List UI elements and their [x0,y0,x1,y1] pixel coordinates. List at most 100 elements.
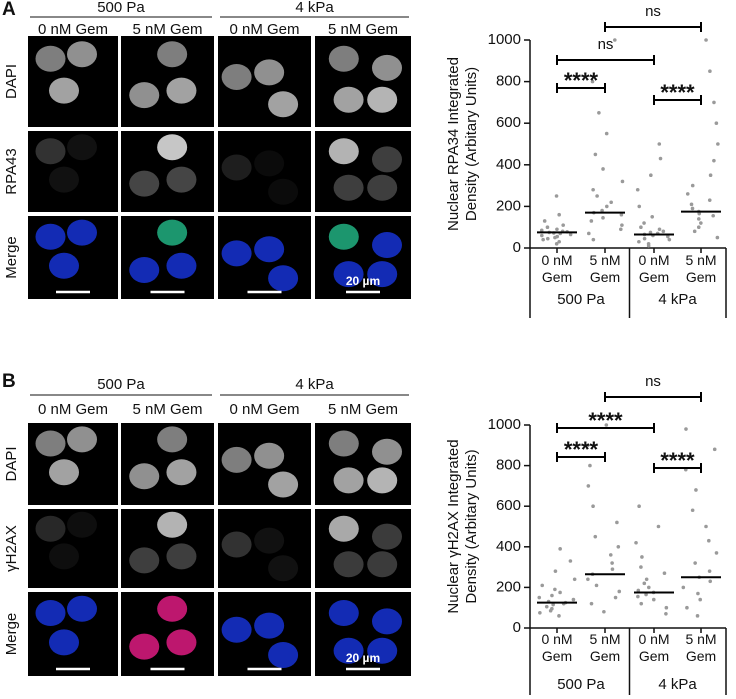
data-point [591,237,596,242]
y-tick-label: 1000 [488,31,521,48]
data-point [637,204,642,209]
row-label: RPA43 [3,148,20,194]
nucleus [166,459,197,486]
y-tick-label: 0 [513,619,521,636]
data-point [558,590,562,595]
data-point [667,237,672,242]
nucleus [129,547,160,574]
data-point [538,610,542,615]
y-axis-label: Density (Arbitary Units) [463,449,480,603]
data-point [537,595,542,600]
nucleus [372,232,402,259]
data-point [585,443,590,448]
x-tick-label: 0 nM Gem [638,631,670,664]
nucleus [268,642,299,668]
micrograph [315,131,411,212]
row-label: DAPI [3,446,20,481]
column-label: 0 nM Gem [229,21,299,38]
nucleus [254,442,285,469]
nucleus [254,236,285,263]
nucleus [129,82,160,109]
data-point [613,595,618,600]
data-point [608,553,613,557]
data-point [698,597,703,602]
data-point [642,581,647,586]
data-point [681,585,686,590]
data-point [685,192,690,196]
nucleus [35,430,66,457]
nucleus [157,511,188,538]
nucleus [221,154,252,181]
micrograph [315,216,411,299]
data-point [644,592,648,597]
nucleus [157,426,188,453]
x-tick-label-box: 5 nM Gem [589,631,620,664]
y-axis-label: Nuclear γH2AX Integrated [445,439,462,613]
x-tick-label: 0 nM Gem [541,631,573,664]
data-point [540,583,545,588]
data-point [610,567,615,571]
data-point [694,488,698,492]
data-point [657,142,662,146]
data-point [696,217,701,221]
x-tick-label-box: 0 nM Gem [638,252,669,285]
data-point [554,242,559,246]
data-point [589,219,594,223]
nucleus [372,146,402,173]
x-tick-label-box: 0 nM Gem [541,252,572,285]
data-point [557,212,561,217]
nucleus [333,467,364,494]
y-tick-label: 800 [496,73,521,90]
data-point [644,577,649,582]
nucleus [221,616,252,643]
row-label: Merge [3,236,20,279]
data-point [555,234,560,239]
y-tick-label: 400 [496,156,521,173]
data-point [648,230,653,235]
x-tick-label-box: 5 nM Gem [685,631,716,664]
data-point [586,484,591,488]
nucleus [166,543,197,570]
nucleus [268,555,299,582]
data-point [708,579,713,584]
column-label: 0 nM Gem [229,401,299,418]
data-point [595,194,599,198]
nucleus [254,59,285,86]
data-point [704,524,708,529]
data-point [664,605,669,610]
group-label: 500 Pa [557,291,605,308]
nucleus [129,170,160,197]
x-tick-label-box: 5 nM Gem [685,252,716,285]
nucleus [333,637,364,664]
micrograph [315,592,411,676]
data-point [588,463,592,468]
significance-label: **** [564,437,599,462]
data-point [589,601,594,606]
data-point [557,239,561,244]
significance-label: **** [660,448,695,473]
data-point [620,223,624,227]
data-point [707,538,711,543]
data-point [661,229,666,234]
data-point [587,231,591,236]
data-point [593,152,598,157]
data-point [664,611,668,616]
nucleus [166,252,197,279]
nucleus [372,54,402,81]
nucleus [333,261,364,288]
nucleus [221,446,252,473]
nucleus [268,178,299,205]
data-point [642,221,646,225]
nucleus [372,523,402,550]
nucleus [367,174,398,201]
data-point [555,227,559,232]
data-point [714,121,719,125]
data-point [572,577,577,582]
data-point [541,237,545,242]
data-point [656,524,661,529]
nucleus [328,600,359,626]
data-point [690,508,695,513]
nucleus [35,223,66,250]
y-tick-label: 600 [496,497,521,514]
